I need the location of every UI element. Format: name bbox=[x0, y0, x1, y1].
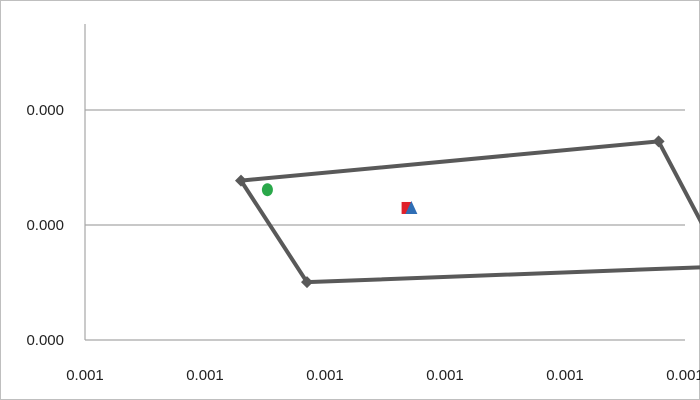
x-tick-label: 0.001 bbox=[546, 367, 584, 384]
x-tick-label: 0.001 bbox=[66, 367, 104, 384]
x-tick-label: 0.001 bbox=[666, 367, 700, 384]
data-series bbox=[235, 135, 700, 289]
circle-point bbox=[261, 183, 273, 197]
axes bbox=[84, 24, 685, 341]
gridlines bbox=[85, 109, 685, 226]
y-tick-label: 0.000 bbox=[26, 217, 64, 234]
x-tick-label: 0.001 bbox=[306, 367, 344, 384]
y-tick-label: 0.000 bbox=[26, 102, 64, 119]
x-tick-label: 0.001 bbox=[186, 367, 224, 384]
triangle-point bbox=[405, 200, 418, 214]
diamond-point bbox=[235, 174, 247, 187]
polygon-series-line bbox=[239, 139, 700, 285]
diamond-point bbox=[301, 276, 313, 289]
x-tick-label: 0.001 bbox=[426, 367, 464, 384]
square-point bbox=[401, 201, 412, 214]
tick-labels: 0.000 0.000 0.000 0.001 0.001 0.001 0.001 0.001… bbox=[26, 102, 700, 384]
diamond-point bbox=[652, 135, 665, 148]
y-tick-label: 0.000 bbox=[26, 332, 64, 349]
